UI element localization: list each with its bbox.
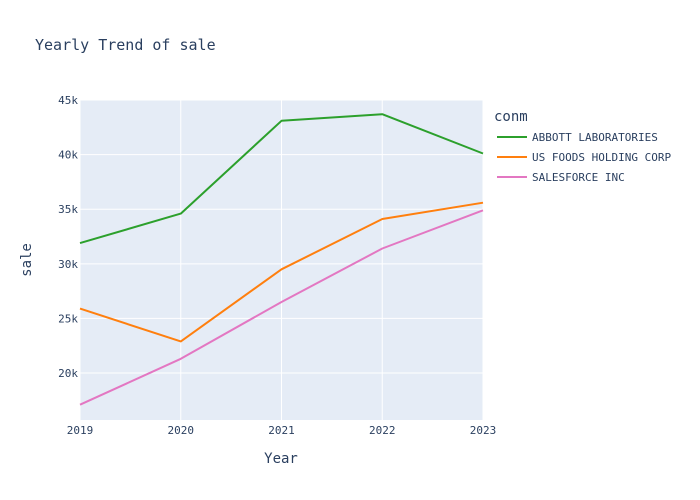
x-tick-label: 2020 <box>168 424 195 437</box>
legend-title: conm <box>494 109 528 125</box>
legend-label: US FOODS HOLDING CORP <box>532 151 671 164</box>
y-tick-label: 30k <box>58 258 78 271</box>
y-tick-label: 25k <box>58 312 78 325</box>
series-lines <box>79 113 484 406</box>
legend-item[interactable]: US FOODS HOLDING CORP <box>497 151 671 164</box>
x-tick-label: 2022 <box>369 424 396 437</box>
y-tick-label: 40k <box>58 149 78 162</box>
legend-label: ABBOTT LABORATORIES <box>532 131 658 144</box>
series-line-2[interactable] <box>79 201 484 343</box>
x-tick-label: 2023 <box>470 424 497 437</box>
series-line-3[interactable] <box>79 209 484 406</box>
y-axis-title: sale <box>19 243 35 277</box>
y-tick-label: 35k <box>58 203 78 216</box>
legend-item[interactable]: ABBOTT LABORATORIES <box>497 131 658 144</box>
series-line-1[interactable] <box>79 113 484 245</box>
x-axis-ticks: 2019 2020 2021 2022 2023 <box>67 424 497 437</box>
y-tick-label: 45k <box>58 94 78 107</box>
x-axis-title: Year <box>264 451 298 467</box>
x-tick-label: 2021 <box>268 424 295 437</box>
x-tick-label: 2019 <box>67 424 94 437</box>
legend-label: SALESFORCE INC <box>532 171 625 184</box>
y-axis-ticks: 20k 25k 30k 35k 40k 45k <box>58 94 78 380</box>
chart-title: Yearly Trend of sale <box>35 36 216 54</box>
y-tick-label: 20k <box>58 367 78 380</box>
legend[interactable]: conm ABBOTT LABORATORIES US FOODS HOLDING… <box>494 109 671 184</box>
legend-item[interactable]: SALESFORCE INC <box>497 171 625 184</box>
